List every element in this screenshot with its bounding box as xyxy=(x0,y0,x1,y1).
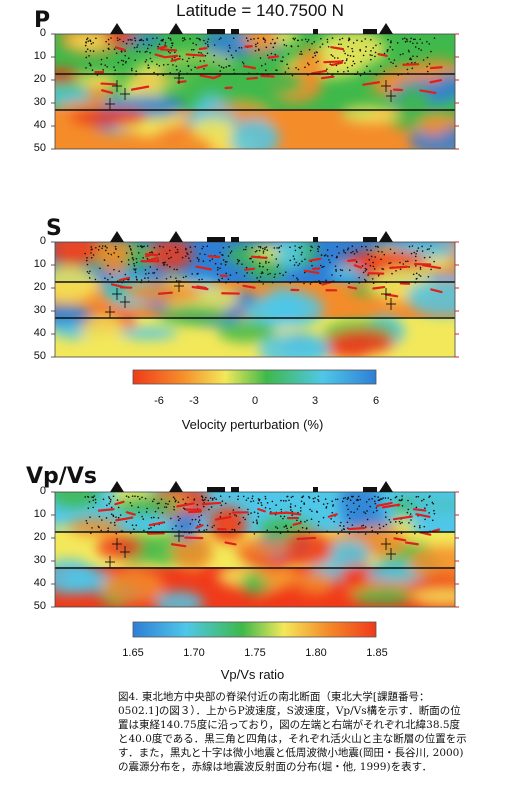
panel-label-vpvs: Vp/Vs xyxy=(26,464,97,489)
depth-tick-label: 20 xyxy=(33,281,46,293)
fault-marker xyxy=(231,237,239,242)
depth-tick-label: 0 xyxy=(39,27,46,39)
s-velocity-section: 0 10 20 30 40 50 xyxy=(0,231,505,364)
ratio-tick-label: 1.85 xyxy=(366,647,388,659)
ratio-tick-label: 1.70 xyxy=(183,647,205,659)
ratio-tick-label: 1.65 xyxy=(122,647,144,659)
section-title: Latitude = 140.7500 N xyxy=(176,1,344,20)
velocity-tick-label: -6 xyxy=(154,395,164,407)
depth-tick-label: 50 xyxy=(33,142,46,154)
volcano-marker xyxy=(169,481,183,492)
depth-tick-label: 0 xyxy=(39,485,46,497)
volcano-marker xyxy=(110,481,124,492)
section-image xyxy=(51,481,459,608)
depth-tick-label: 40 xyxy=(33,327,46,339)
p-velocity-section: 0 10 20 30 40 50 xyxy=(0,23,505,156)
fault-marker xyxy=(313,487,318,492)
velocity-tick-label: 3 xyxy=(311,395,319,407)
fault-marker xyxy=(363,29,377,34)
velocity-colorbar: -6 -3 0 3 6 Velocity perturbation (%) xyxy=(0,368,505,438)
section-image xyxy=(51,231,459,358)
velocity-tick-label: 0 xyxy=(251,395,259,407)
depth-tick-label: 30 xyxy=(33,304,46,316)
volcano-marker xyxy=(379,231,393,242)
depth-tick-label: 40 xyxy=(33,577,46,589)
depth-tick-label: 40 xyxy=(33,119,46,131)
volcano-marker xyxy=(379,23,393,34)
depth-tick-label: 30 xyxy=(33,554,46,566)
depth-tick-label: 0 xyxy=(39,235,46,247)
panel-label-p: P xyxy=(34,8,51,33)
fault-marker xyxy=(313,29,318,34)
depth-tick-label: 10 xyxy=(33,50,46,62)
depth-tick-label: 30 xyxy=(33,96,46,108)
velocity-tick-label: -3 xyxy=(189,395,199,407)
fault-marker xyxy=(207,29,225,34)
figure-caption: 図4. 東北地方中央部の脊梁付近の南北断面（東北大学[課題番号：0502.1]の… xyxy=(118,691,467,773)
depth-tick-label: 50 xyxy=(33,600,46,612)
fault-marker xyxy=(231,487,239,492)
ratio-colorbar-title: Vp/Vs ratio xyxy=(220,667,285,682)
volcano-marker xyxy=(110,231,124,242)
depth-tick-label: 10 xyxy=(33,508,46,520)
volcano-marker xyxy=(169,231,183,242)
fault-marker xyxy=(363,487,377,492)
fault-marker xyxy=(231,29,239,34)
ratio-colorbar-gradient xyxy=(132,621,377,638)
velocity-colorbar-title: Velocity perturbation (%) xyxy=(181,417,324,432)
fault-marker xyxy=(363,237,377,242)
depth-tick-label: 50 xyxy=(33,350,46,362)
panel-label-s: S xyxy=(46,216,62,241)
volcano-marker xyxy=(110,23,124,34)
velocity-tick-label: 6 xyxy=(372,395,380,407)
velocity-colorbar-gradient xyxy=(132,369,377,385)
vpvs-section: 0 10 20 30 40 50 xyxy=(0,481,505,614)
ratio-tick-label: 1.75 xyxy=(244,647,266,659)
depth-tick-label: 20 xyxy=(33,531,46,543)
fault-marker xyxy=(207,487,225,492)
fault-marker xyxy=(207,237,225,242)
depth-tick-label: 20 xyxy=(33,73,46,85)
ratio-tick-label: 1.80 xyxy=(305,647,327,659)
volcano-marker xyxy=(169,23,183,34)
depth-tick-label: 10 xyxy=(33,258,46,270)
fault-marker xyxy=(313,237,318,242)
section-image xyxy=(51,23,459,150)
volcano-marker xyxy=(379,481,393,492)
ratio-colorbar: 1.65 1.70 1.75 1.80 1.85 Vp/Vs ratio xyxy=(0,620,505,688)
